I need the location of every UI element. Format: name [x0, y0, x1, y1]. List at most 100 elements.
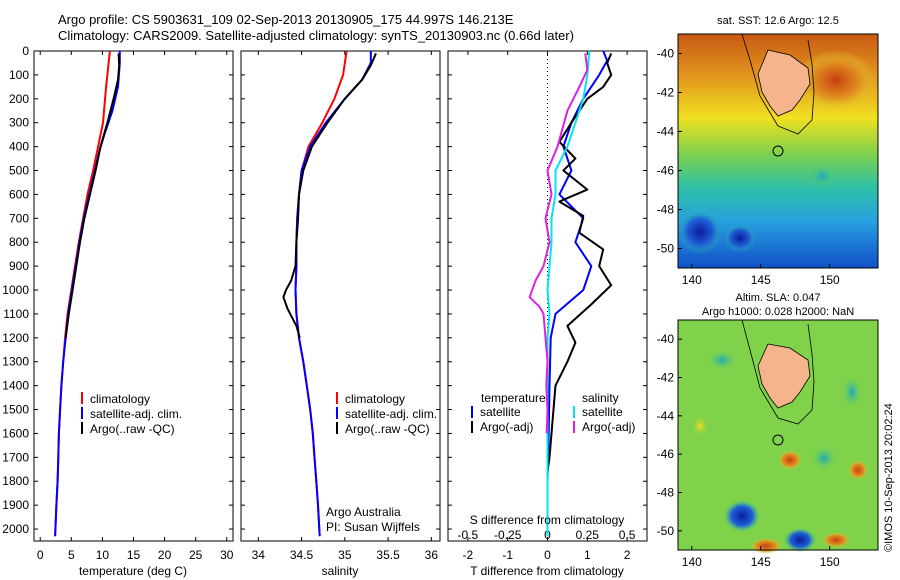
x-top-tick-label: -0.25	[494, 528, 522, 542]
legend-climatology: climatology	[90, 392, 150, 406]
map-y-tick-label: -48	[657, 486, 675, 500]
x-tick-label: 34	[252, 548, 266, 562]
x-tick-label: 5	[68, 548, 75, 562]
series-line-argo	[282, 52, 377, 339]
legend-argo: Argo(-adj)	[480, 420, 533, 434]
sla-low	[812, 446, 836, 470]
sst-eddy	[808, 164, 836, 188]
map-x-tick-label: 145	[751, 273, 771, 287]
difference-top-label: S difference from climatology	[470, 513, 625, 527]
sst-map-title: sat. SST: 12.6 Argo: 12.5	[717, 15, 839, 27]
x-tick-label: 1	[584, 548, 591, 562]
x-tick-label: 36	[425, 548, 439, 562]
salinity-axes	[240, 50, 441, 542]
series-line-argo_s	[528, 53, 589, 434]
difference-legend-temperature: temperature satellite Argo(-adj)	[471, 391, 546, 434]
legend-satellite: satellite-adj. clim.	[345, 407, 437, 421]
legend-satellite: satellite	[480, 405, 521, 419]
argo-position-marker	[772, 434, 784, 446]
tasmania-land	[757, 49, 811, 117]
map-x-tick-label: 145	[751, 555, 771, 569]
x-tick-label: 10	[96, 548, 110, 562]
y-tick-label: 1600	[2, 426, 29, 440]
y-tick-label: 1500	[2, 403, 29, 417]
series-line-satellite	[546, 50, 609, 537]
sla-low	[708, 350, 736, 370]
figure-header: Argo profile: CS 5903631_109 02-Sep-2013…	[58, 12, 658, 44]
x-tick-label: -2	[463, 548, 474, 562]
series-line-satellite	[54, 51, 121, 537]
x-tick-label: 0	[544, 548, 551, 562]
sst-map-ticks: 140 145 150 -40 -42 -44 -46 -48 -50	[657, 47, 840, 288]
map-x-tick-label: 150	[820, 555, 840, 569]
y-tick-label: 700	[9, 211, 29, 225]
sla-high	[822, 532, 850, 548]
y-tick-label: 1300	[2, 355, 29, 369]
y-tick-label: 1400	[2, 379, 29, 393]
map-x-tick-label: 150	[820, 273, 840, 287]
sla-high	[750, 538, 782, 554]
x-tick-label: 15	[127, 548, 141, 562]
map-y-tick-label: -48	[657, 203, 675, 217]
argo-australia-label: Argo Australia	[326, 505, 401, 519]
map-y-tick-label: -40	[657, 332, 675, 346]
map-y-tick-label: -40	[657, 47, 675, 61]
temperature-xlabel: temperature (deg C)	[79, 564, 187, 578]
sst-cold-patch	[724, 224, 756, 252]
legend-argo: Argo(..raw -QC)	[345, 422, 430, 436]
map-y-tick-label: -44	[657, 125, 675, 139]
x-top-tick-label: -0.5	[458, 528, 479, 542]
x-tick-label: 35.5	[376, 548, 400, 562]
map-x-tick-label: 140	[682, 273, 702, 287]
y-tick-label: 1000	[2, 283, 29, 297]
difference-legend-salinity: salinity satellite Argo(-adj)	[573, 391, 635, 434]
legend-argo: Argo(..raw -QC)	[90, 422, 175, 436]
x-tick-label: 35	[338, 548, 352, 562]
sla-map: Altim. SLA: 0.047 Argo h1000: 0.028 h200…	[677, 292, 879, 554]
x-tick-label: 20	[158, 548, 172, 562]
map-y-tick-label: -50	[657, 524, 675, 538]
map-y-tick-label: -50	[657, 242, 675, 256]
tasmania-land	[757, 343, 811, 409]
map-x-tick-label: 140	[682, 555, 702, 569]
argo-position-marker	[772, 145, 784, 157]
sla-map-title-2: Argo h1000: 0.028 h2000: NaN	[702, 306, 854, 318]
salinity-legend: climatology satellite-adj. clim. Argo(..…	[336, 392, 437, 436]
sst-map-frame	[677, 33, 879, 269]
sst-warm-patch	[796, 50, 876, 110]
y-tick-label: 1900	[2, 498, 29, 512]
y-tick-label: 1700	[2, 450, 29, 464]
sla-map-title-1: Altim. SLA: 0.047	[736, 292, 821, 304]
series-line-satellite	[294, 51, 372, 537]
y-tick-label: 600	[9, 187, 29, 201]
y-tick-label: 500	[9, 164, 29, 178]
temperature-legend: climatology satellite-adj. clim. Argo(..…	[81, 392, 182, 436]
map-y-tick-label: -46	[657, 447, 675, 461]
map-y-tick-label: -42	[657, 86, 675, 100]
sla-low	[842, 376, 862, 408]
y-tick-label: 1800	[2, 474, 29, 488]
sla-high	[690, 414, 710, 438]
salinity-panel: 34 34.5 35 35.5 36	[241, 50, 440, 562]
legend-title-salinity: salinity	[582, 391, 619, 405]
y-tick-label: 900	[9, 259, 29, 273]
difference-xlabel: T difference from climatology	[470, 564, 624, 578]
sla-map-ticks: 140 145 150 -40 -42 -44 -46 -48 -50	[657, 332, 840, 569]
x-top-tick-label: 0.5	[619, 528, 636, 542]
sla-high	[848, 460, 868, 480]
x-tick-label: 0	[37, 548, 44, 562]
sla-map-frame	[677, 319, 879, 551]
y-tick-label: 100	[9, 68, 29, 82]
sla-high	[778, 450, 802, 470]
series-line-climatology	[294, 50, 348, 537]
y-tick-label: 2000	[2, 522, 29, 536]
legend-argo: Argo(-adj)	[582, 420, 635, 434]
series-line-argo	[546, 53, 613, 472]
y-tick-label: 1200	[2, 331, 29, 345]
pi-label: PI: Susan Wijffels	[326, 520, 420, 534]
x-top-tick-label: 0.25	[576, 528, 600, 542]
sst-isobath	[741, 33, 815, 135]
x-tick-label: 34.5	[290, 548, 314, 562]
